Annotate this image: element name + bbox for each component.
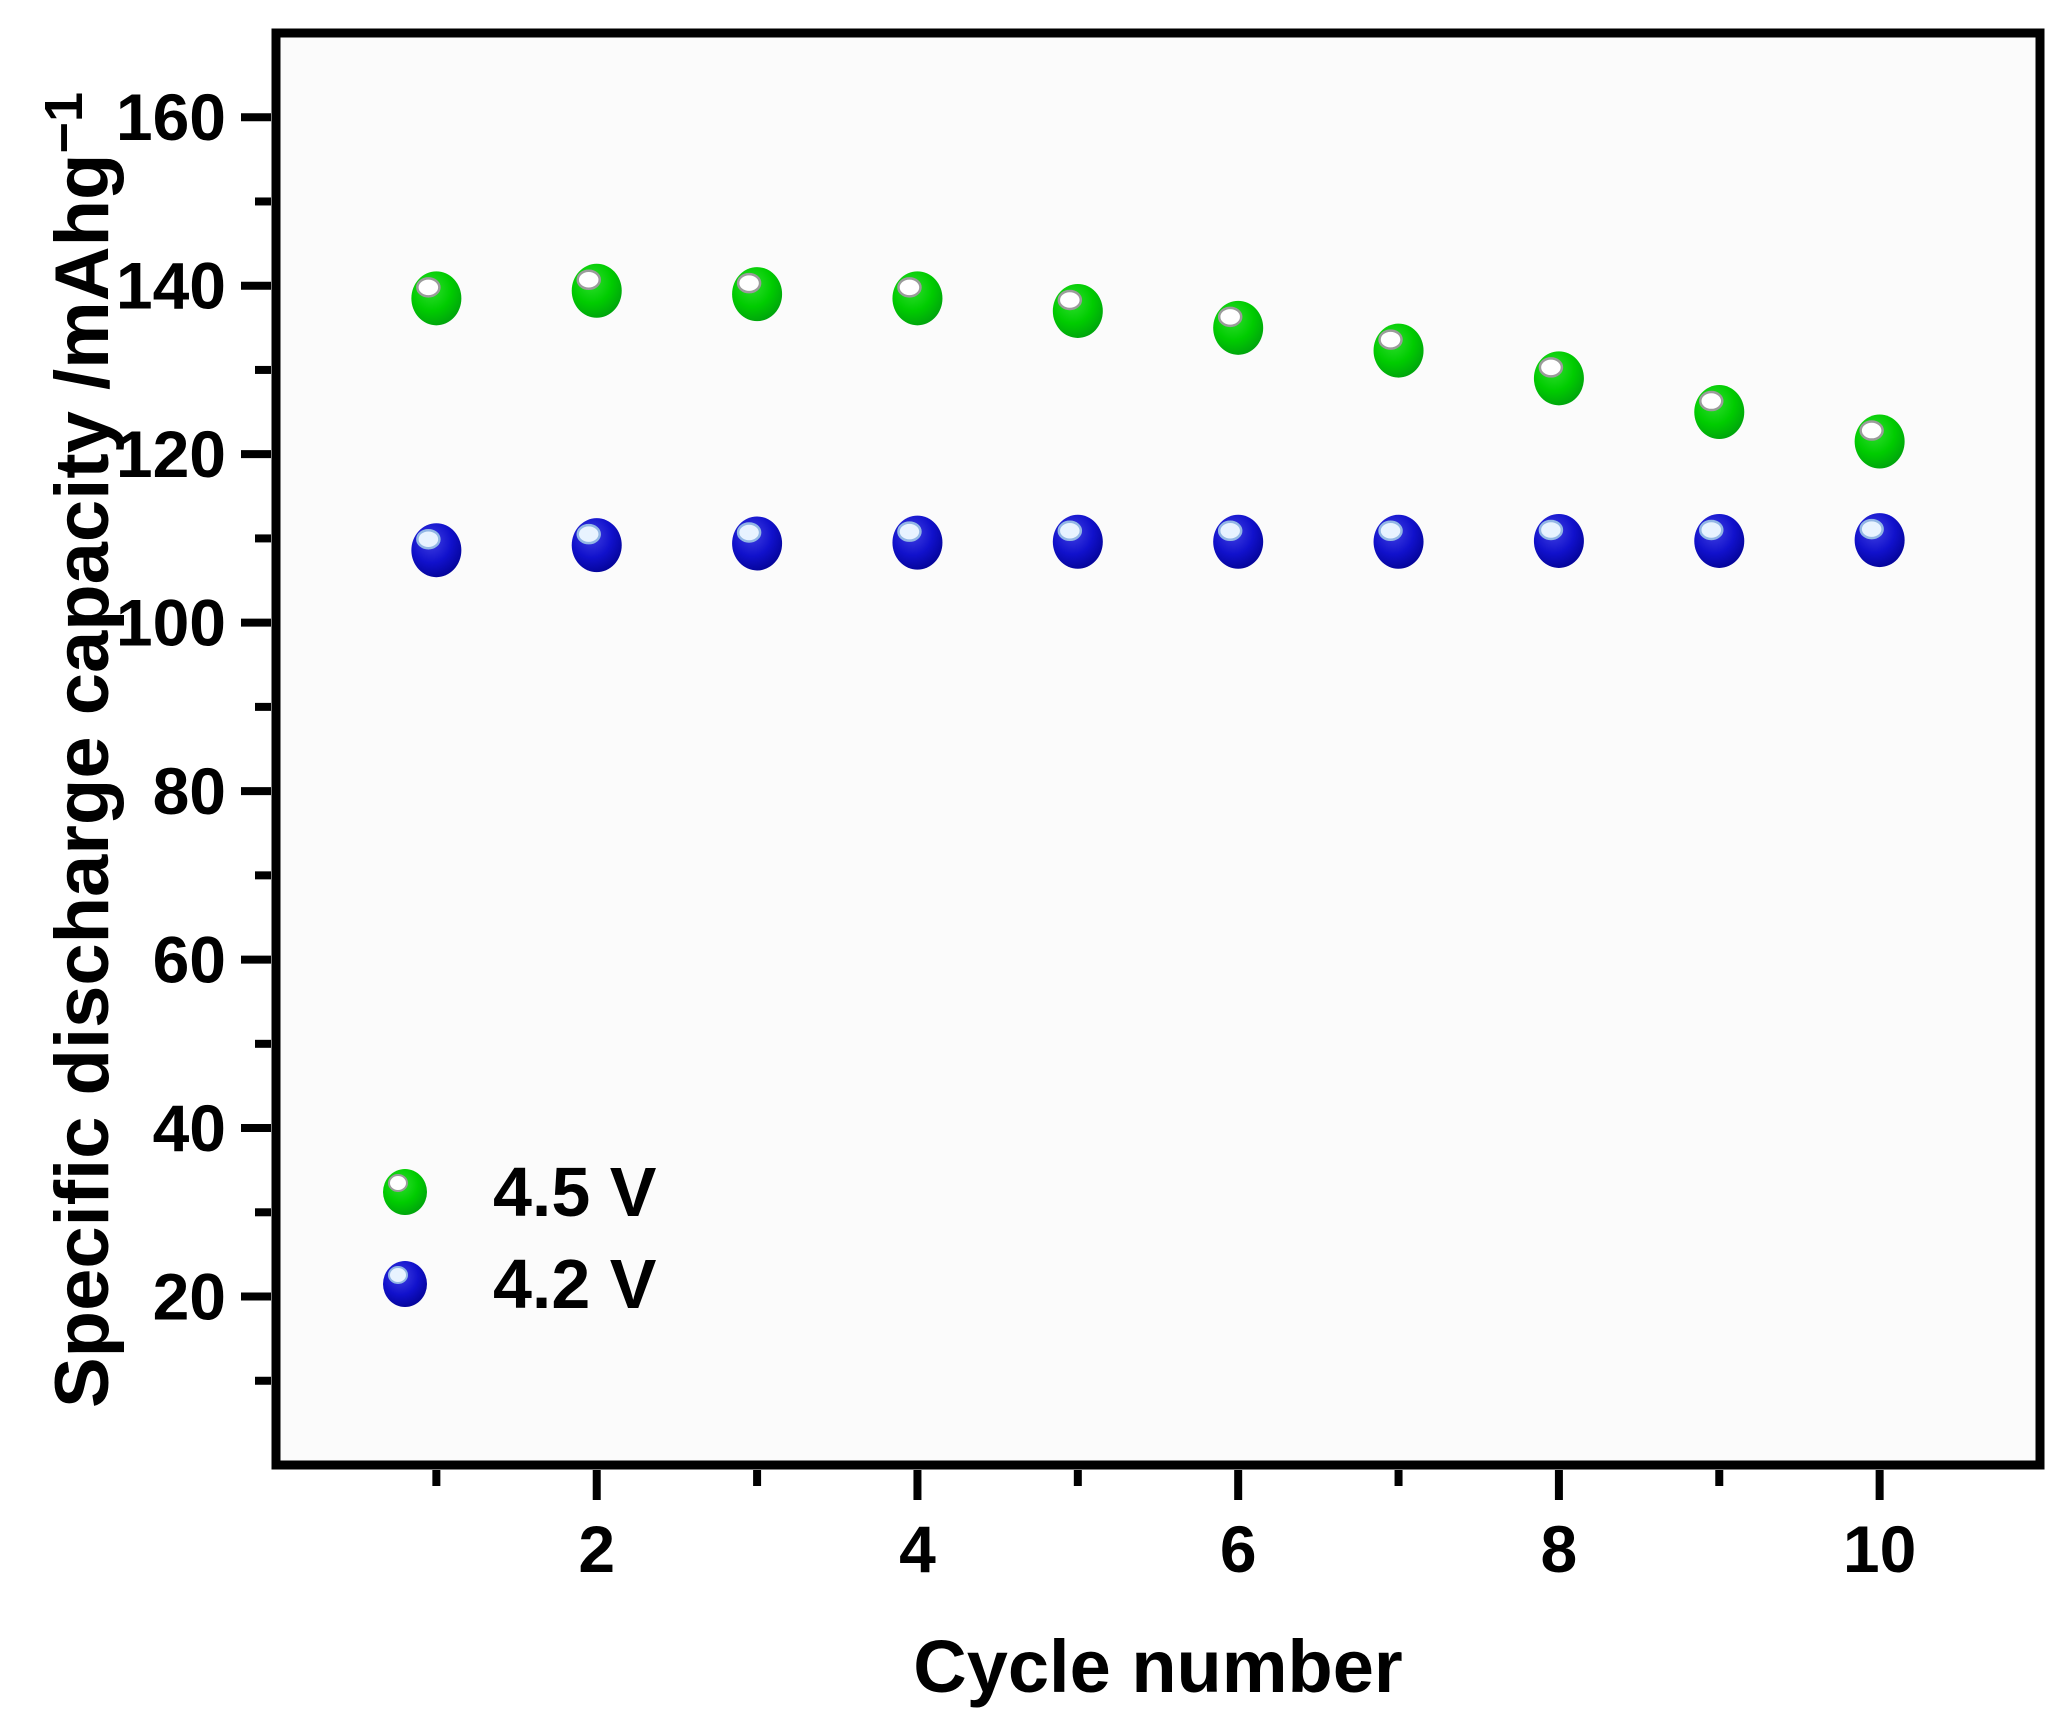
- axis-ticks: [241, 113, 1884, 1500]
- y-tick-label-40: 40: [153, 1091, 226, 1165]
- axis-tick-labels: 20 40 60 80 100 120 140 160 2 4 6 8 10: [116, 80, 1916, 1586]
- x-axis-title: Cycle number: [913, 1625, 1402, 1708]
- legend-entry-4.2V: 4.2 V: [383, 1245, 657, 1323]
- data-point-highlight: [576, 269, 601, 291]
- plot-frame: [271, 28, 2045, 1470]
- data-point: [892, 515, 943, 570]
- data-point: [1213, 300, 1264, 355]
- data-point-highlight: [416, 277, 441, 298]
- legend-marker-highlight: [388, 1266, 408, 1284]
- series-4.5V: [411, 263, 1905, 469]
- data-point: [1373, 514, 1424, 569]
- data-point: [1533, 351, 1584, 406]
- data-point-highlight: [1859, 518, 1884, 540]
- data-point: [1533, 513, 1584, 568]
- y-axis-title-main: Specific discharge capacity /mAhg: [40, 154, 125, 1408]
- y-tick-label-80: 80: [153, 754, 226, 828]
- y-tick-label-160: 160: [116, 80, 226, 154]
- data-point-highlight: [1538, 357, 1564, 378]
- data-point: [1052, 514, 1103, 569]
- x-tick-label-10: 10: [1843, 1512, 1916, 1586]
- legend-label: 4.2 V: [493, 1245, 657, 1323]
- x-tick-label-6: 6: [1220, 1512, 1257, 1586]
- data-points: [411, 263, 1905, 578]
- data-point-highlight: [1057, 289, 1083, 311]
- data-point-highlight: [1378, 329, 1403, 350]
- y-tick-label-60: 60: [153, 923, 226, 997]
- y-tick-label-140: 140: [116, 249, 226, 323]
- data-point-highlight: [1699, 519, 1724, 541]
- x-tick-label-2: 2: [578, 1512, 615, 1586]
- x-tick-label-4: 4: [899, 1512, 936, 1586]
- x-tick-label-8: 8: [1541, 1512, 1578, 1586]
- legend-marker: [383, 1261, 427, 1307]
- data-point: [571, 263, 622, 318]
- data-point-highlight: [736, 522, 762, 543]
- data-point: [411, 523, 462, 578]
- data-point: [1694, 513, 1745, 568]
- legend-marker-highlight: [388, 1174, 408, 1192]
- data-point-highlight: [897, 277, 922, 298]
- y-tick-label-100: 100: [116, 586, 226, 660]
- data-point-highlight: [736, 272, 762, 294]
- legend-entry-4.5V: 4.5 V: [383, 1153, 657, 1231]
- y-axis-title-superscript: −1: [34, 92, 94, 154]
- data-point-highlight: [416, 528, 441, 550]
- data-point: [892, 271, 943, 326]
- data-point: [1854, 513, 1905, 568]
- data-point-highlight: [1217, 520, 1243, 542]
- y-tick-label-20: 20: [153, 1260, 226, 1334]
- series-4.2V: [411, 513, 1905, 578]
- y-tick-label-120: 120: [116, 417, 226, 491]
- data-point-highlight: [897, 521, 922, 542]
- data-point-highlight: [576, 523, 601, 545]
- y-axis-title: Specific discharge capacity /mAhg−1: [34, 92, 125, 1408]
- data-point-highlight: [1378, 520, 1403, 542]
- legend-label: 4.5 V: [493, 1153, 657, 1231]
- data-point: [571, 518, 622, 573]
- data-point-highlight: [1057, 520, 1083, 542]
- plot-area: [276, 33, 2040, 1465]
- data-point-highlight: [1538, 519, 1564, 541]
- data-point: [732, 267, 783, 322]
- legend-marker: [383, 1169, 427, 1215]
- data-point: [1213, 514, 1264, 569]
- data-point: [1694, 385, 1745, 440]
- data-point-highlight: [1859, 420, 1884, 441]
- data-point-highlight: [1217, 306, 1243, 328]
- legend: 4.5 V 4.2 V: [383, 1153, 657, 1323]
- data-point: [1052, 283, 1103, 338]
- data-point: [732, 516, 783, 571]
- data-point: [1854, 414, 1905, 469]
- data-point-highlight: [1699, 390, 1724, 412]
- data-point: [1373, 323, 1424, 378]
- data-point: [411, 271, 462, 326]
